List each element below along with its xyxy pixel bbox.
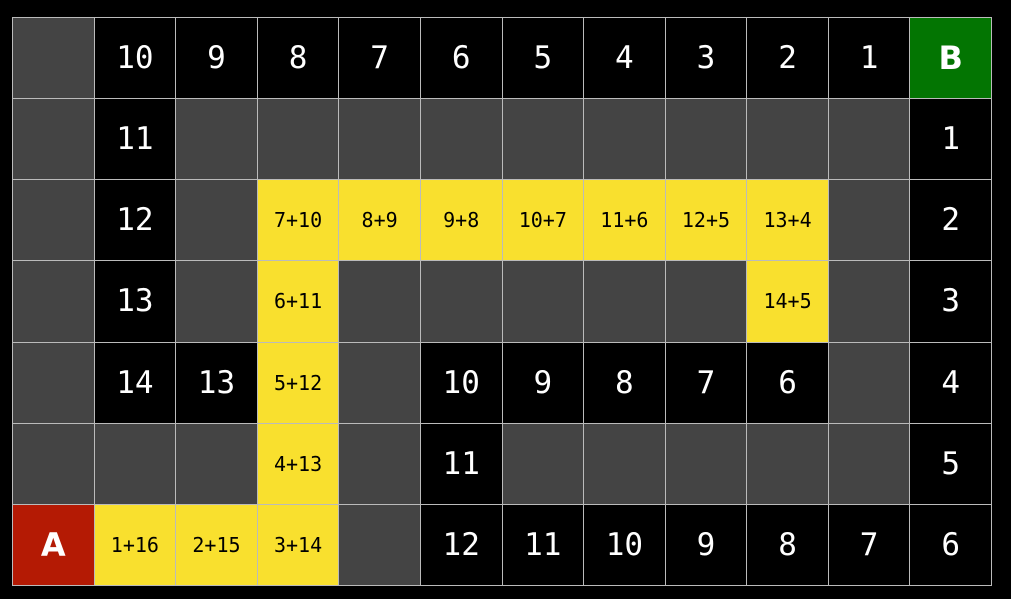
path-cell: 11+6	[584, 180, 666, 262]
distance-cell: 12	[420, 504, 503, 586]
distance-cell: 2	[747, 18, 829, 100]
distance-cell: 1	[910, 99, 992, 181]
wall-cell	[13, 99, 95, 181]
wall-cell	[339, 99, 421, 181]
wall-cell	[13, 342, 95, 424]
wall-cell	[584, 99, 666, 181]
wall-cell	[339, 261, 421, 343]
wall-cell	[13, 261, 95, 343]
wall-cell	[176, 180, 258, 262]
path-cell: 12+5	[665, 180, 748, 262]
wall-cell	[584, 261, 666, 343]
path-cell: 13+4	[747, 180, 829, 262]
wall-cell	[13, 423, 95, 505]
distance-cell: 3	[910, 261, 992, 343]
path-cell: 5+12	[257, 342, 340, 424]
distance-cell: 4	[910, 342, 992, 424]
wall-cell	[665, 423, 748, 505]
distance-cell: 3	[665, 18, 748, 100]
distance-cell: 11	[420, 423, 503, 505]
wall-cell	[665, 261, 748, 343]
goal-cell: B	[910, 18, 992, 100]
path-cell: 3+14	[257, 504, 340, 586]
path-cell: 14+5	[747, 261, 829, 343]
wall-cell	[94, 423, 177, 505]
distance-cell: 11	[94, 99, 177, 181]
distance-cell: 10	[94, 18, 177, 100]
distance-cell: 5	[502, 18, 585, 100]
wall-cell	[339, 423, 421, 505]
wall-cell	[747, 99, 829, 181]
wall-cell	[502, 261, 585, 343]
distance-cell: 8	[584, 342, 666, 424]
start-cell: A	[13, 504, 95, 586]
wall-cell	[176, 423, 258, 505]
distance-cell: 5	[910, 423, 992, 505]
wall-cell	[502, 423, 585, 505]
wall-cell	[828, 99, 911, 181]
path-cell: 10+7	[502, 180, 585, 262]
path-cell: 2+15	[176, 504, 258, 586]
wall-cell	[176, 99, 258, 181]
distance-cell: 12	[94, 180, 177, 262]
wall-cell	[13, 18, 95, 100]
distance-cell: 11	[502, 504, 585, 586]
distance-cell: 6	[747, 342, 829, 424]
distance-cell: 14	[94, 342, 177, 424]
wall-cell	[339, 342, 421, 424]
distance-cell: 7	[339, 18, 421, 100]
distance-cell: 4	[584, 18, 666, 100]
path-cell: 9+8	[420, 180, 503, 262]
path-cell: 8+9	[339, 180, 421, 262]
distance-cell: 8	[257, 18, 340, 100]
distance-cell: 10	[584, 504, 666, 586]
distance-cell: 1	[828, 18, 911, 100]
distance-cell: 8	[747, 504, 829, 586]
distance-cell: 13	[176, 342, 258, 424]
distance-cell: 9	[502, 342, 585, 424]
wall-cell	[828, 342, 911, 424]
path-cell: 1+16	[94, 504, 177, 586]
wall-cell	[584, 423, 666, 505]
distance-cell: 6	[420, 18, 503, 100]
distance-cell: 7	[828, 504, 911, 586]
wall-cell	[502, 99, 585, 181]
wall-cell	[747, 423, 829, 505]
path-cell: 4+13	[257, 423, 340, 505]
distance-cell: 10	[420, 342, 503, 424]
wall-cell	[828, 423, 911, 505]
wall-cell	[828, 180, 911, 262]
pathfinding-grid: 10 9 8 7 6 5 4 3 2 1 B 11 1 12 7+10 8+9 9+8 10+7 11+6 12+5 1…	[12, 17, 992, 586]
distance-cell: 6	[910, 504, 992, 586]
wall-cell	[828, 261, 911, 343]
wall-cell	[176, 261, 258, 343]
wall-cell	[420, 261, 503, 343]
distance-cell: 13	[94, 261, 177, 343]
distance-cell: 9	[665, 504, 748, 586]
wall-cell	[420, 99, 503, 181]
distance-cell: 9	[176, 18, 258, 100]
wall-cell	[257, 99, 340, 181]
wall-cell	[339, 504, 421, 586]
wall-cell	[665, 99, 748, 181]
path-cell: 7+10	[257, 180, 340, 262]
path-cell: 6+11	[257, 261, 340, 343]
distance-cell: 2	[910, 180, 992, 262]
distance-cell: 7	[665, 342, 748, 424]
wall-cell	[13, 180, 95, 262]
